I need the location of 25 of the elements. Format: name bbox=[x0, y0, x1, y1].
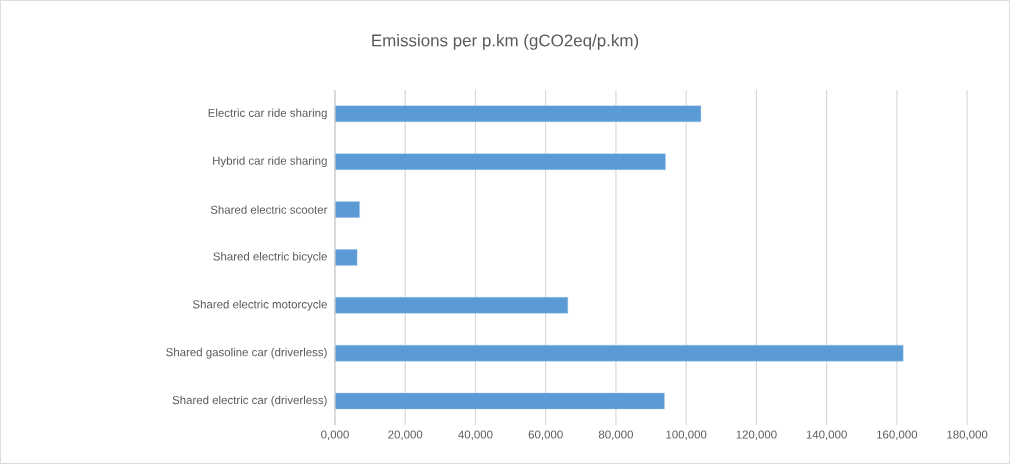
bar bbox=[334, 153, 666, 170]
x-tick-label: 100,000 bbox=[666, 430, 707, 441]
bar bbox=[334, 392, 665, 410]
y-tick-label: Hybrid car ride sharing bbox=[213, 156, 327, 168]
bar bbox=[334, 249, 358, 266]
y-tick-label: Shared electric scooter bbox=[210, 205, 328, 214]
x-tick-label: 60,000 bbox=[528, 430, 563, 441]
x-tick-label: 120,000 bbox=[736, 430, 777, 441]
bar bbox=[334, 201, 360, 218]
y-tick-label: Shared electric motorcycle bbox=[192, 300, 327, 311]
y-tick-label: Shared electric car (driverless) bbox=[172, 395, 327, 407]
x-tick-label: 40,000 bbox=[458, 430, 493, 441]
x-tick-label: 20,000 bbox=[388, 430, 423, 441]
y-tick-label: Shared gasoline car (driverless) bbox=[166, 347, 327, 359]
bar bbox=[334, 105, 702, 123]
chart-title: Emissions per p.km (gCO2eq/p.km) bbox=[372, 34, 639, 50]
bar bbox=[334, 297, 568, 314]
x-tick-label: 140,000 bbox=[806, 430, 847, 441]
x-tick-label: 180,000 bbox=[947, 430, 988, 441]
x-tick-label: 80,000 bbox=[598, 430, 633, 441]
x-tick-label: 160,000 bbox=[877, 430, 918, 441]
y-tick-label: Electric car ride sharing bbox=[208, 108, 327, 120]
bar bbox=[334, 345, 904, 362]
y-tick-label: Shared electric bicycle bbox=[213, 252, 327, 263]
x-tick-label: 0,000 bbox=[321, 430, 349, 441]
